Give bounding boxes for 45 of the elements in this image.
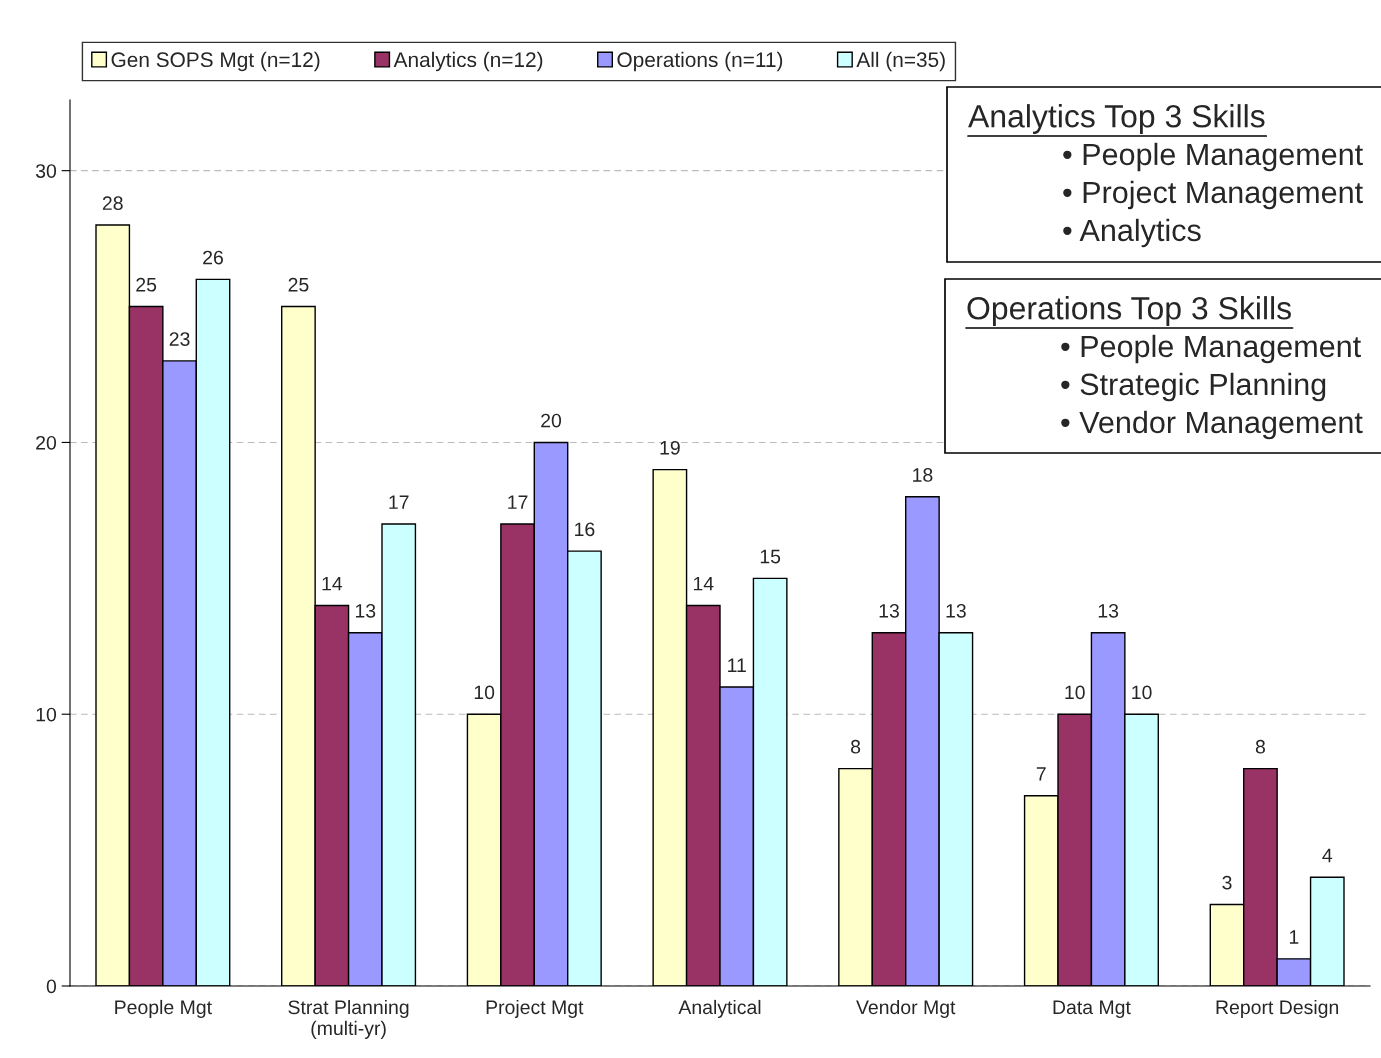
x-tick-label: Analytical xyxy=(678,999,761,1019)
x-tick-label: People Mgt xyxy=(115,999,212,1019)
data-label: 10 xyxy=(1132,685,1152,700)
annotation: Operations Top 3 Skills • People Management • Strategic Planning • Vendor Management xyxy=(967,296,1363,440)
annotation: Analytics Top 3 Skills • People Management • Project Management • Analytics xyxy=(968,104,1363,248)
data-label: 13 xyxy=(879,603,899,618)
data-label: 17 xyxy=(508,495,528,509)
data-label: 19 xyxy=(660,440,680,455)
data-label: 7 xyxy=(1036,767,1046,781)
x-tick-label: Vendor Mgt xyxy=(856,999,956,1019)
legend-label: Analytics (n=12) xyxy=(393,51,543,72)
data-label: 16 xyxy=(575,522,595,537)
data-label: 11 xyxy=(728,658,746,672)
legend-label: Gen SOPS Mgt (n=12) xyxy=(111,51,320,72)
y-tick-label: 10 xyxy=(36,707,57,722)
data-label: 3 xyxy=(1222,875,1232,890)
data-label: 14 xyxy=(322,576,343,591)
x-tick-label: Strat Planning (multi-yr) xyxy=(288,999,409,1039)
data-label: 20 xyxy=(541,413,562,428)
legend-label: All (n=35) xyxy=(856,51,945,72)
y-tick-label: 20 xyxy=(36,435,57,450)
y-tick-label: 0 xyxy=(46,979,57,994)
data-label: 13 xyxy=(355,603,376,618)
data-label: 8 xyxy=(1255,739,1265,754)
data-label: 13 xyxy=(946,603,966,618)
y-tick-label: 30 xyxy=(35,164,57,178)
data-label: 25 xyxy=(136,277,157,292)
data-label: 15 xyxy=(760,549,781,564)
data-label: 8 xyxy=(851,739,861,754)
data-label: 26 xyxy=(203,250,223,265)
data-label: 28 xyxy=(102,196,123,211)
data-label: 1 xyxy=(1289,930,1299,944)
data-label: 13 xyxy=(1098,603,1119,618)
legend-label: Operations (n=11) xyxy=(617,51,783,72)
data-label: 25 xyxy=(288,277,309,292)
data-label: 4 xyxy=(1322,848,1333,863)
x-tick-label: Data Mgt xyxy=(1053,1000,1131,1019)
x-tick-label: Project Mgt xyxy=(486,999,584,1019)
data-label: 10 xyxy=(1065,685,1085,700)
data-label: 10 xyxy=(474,685,495,700)
data-label: 23 xyxy=(169,332,190,346)
data-label: 14 xyxy=(693,576,714,591)
x-tick-label: Report Design xyxy=(1216,999,1339,1019)
data-label: 18 xyxy=(913,468,933,482)
data-label: 17 xyxy=(389,495,409,509)
